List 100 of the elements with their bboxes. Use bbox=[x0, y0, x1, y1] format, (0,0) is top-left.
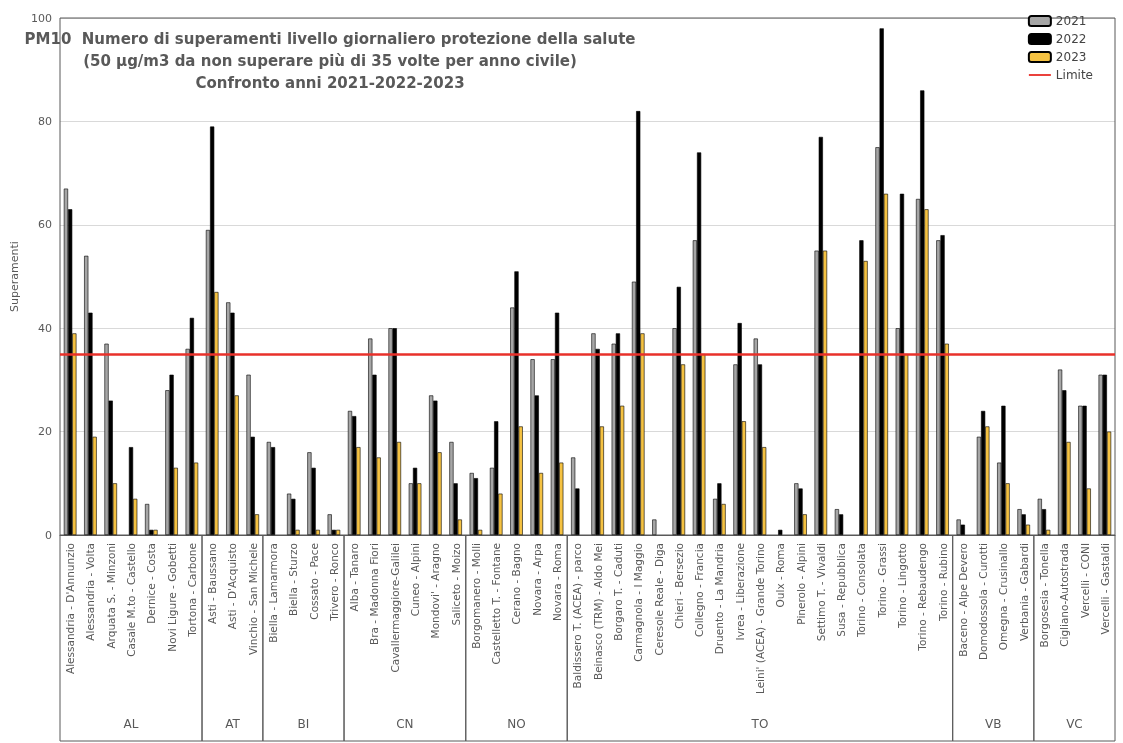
text: VB bbox=[985, 717, 1002, 731]
text: TO bbox=[750, 717, 769, 731]
x-tick-label: Vercelli - CONI bbox=[1078, 543, 1091, 618]
bar bbox=[1078, 405, 1083, 535]
bar bbox=[899, 193, 905, 535]
bar bbox=[1001, 405, 1006, 535]
x-tick-label: Novi Ligure - Gobetti bbox=[165, 543, 178, 652]
bar bbox=[554, 312, 560, 535]
text: NO bbox=[507, 717, 526, 731]
x-tick-label: Oulx - Roma bbox=[774, 543, 787, 608]
legend-label: 2023 bbox=[1055, 50, 1087, 64]
bar bbox=[287, 493, 292, 535]
bar bbox=[1082, 405, 1087, 535]
bar bbox=[1057, 369, 1063, 535]
bar bbox=[226, 302, 231, 535]
x-tick-label: Beinasco (TRM) - Aldo Mei bbox=[591, 543, 604, 681]
legend-label: Limite bbox=[1055, 68, 1094, 82]
bar bbox=[63, 188, 69, 535]
legend-label: 2021 bbox=[1055, 14, 1087, 28]
bar bbox=[392, 328, 397, 535]
x-tick-label: Settimo T. - Vivaldi bbox=[814, 543, 827, 642]
text: VC bbox=[1066, 717, 1083, 731]
x-tick-label: Cerano - Bagno bbox=[510, 543, 523, 625]
bar bbox=[753, 338, 758, 535]
y-tick-label: 40 bbox=[38, 321, 52, 335]
bar bbox=[1037, 498, 1042, 535]
bar bbox=[514, 271, 519, 535]
x-tick-label: Susa - Repubblica bbox=[835, 543, 848, 637]
bar bbox=[920, 90, 925, 535]
x-tick-label: Ceresole Reale - Diga bbox=[652, 543, 665, 656]
bar bbox=[940, 235, 945, 535]
bar bbox=[818, 136, 823, 535]
x-tick-label: Trivero - Ronco bbox=[327, 543, 340, 622]
bar bbox=[1017, 509, 1022, 535]
x-tick-label: Biella - Lamarmora bbox=[267, 543, 280, 643]
bar bbox=[327, 514, 332, 535]
bar bbox=[530, 359, 535, 535]
x-tick-label: Torino - Lingotto bbox=[895, 543, 908, 629]
x-tick-label: Castelletto T. - Fontane bbox=[490, 543, 503, 665]
x-tick-label: Cossato - Pace bbox=[307, 543, 320, 620]
bar bbox=[84, 255, 89, 535]
y-tick-label: 20 bbox=[38, 425, 52, 439]
bar bbox=[335, 529, 341, 535]
bar bbox=[676, 286, 681, 535]
text: (50 µg/m3 da non superare più di 35 volte per anno civile) Confronto anni 2021-2022-2023 bbox=[83, 52, 577, 92]
bar bbox=[778, 529, 783, 535]
bar bbox=[266, 441, 271, 535]
text: AL bbox=[123, 717, 139, 731]
x-tick-label: Cigliano-Autostrada bbox=[1058, 543, 1071, 647]
bar bbox=[128, 447, 134, 535]
bar bbox=[794, 483, 799, 535]
x-tick-label: Torino - Grassi bbox=[875, 543, 888, 619]
y-tick-label: 60 bbox=[38, 218, 52, 232]
x-tick-label: Vinchio - San Michele bbox=[246, 543, 259, 656]
bar bbox=[834, 509, 840, 535]
bar bbox=[210, 126, 215, 535]
x-tick-label: Borgosesia - Tonella bbox=[1037, 543, 1050, 648]
x-tick-label: Torino - Rebaudengo bbox=[916, 543, 929, 652]
legend-label: 2022 bbox=[1055, 32, 1087, 46]
x-tick-label: Mondovi' - Aragno bbox=[429, 543, 442, 639]
x-tick-label: Saliceto - Moizo bbox=[449, 543, 462, 626]
x-tick-label: Cavallermaggiore-Galilei bbox=[388, 543, 401, 673]
x-tick-label: Cuneo - Alpini bbox=[409, 543, 422, 617]
y-tick-label: 0 bbox=[45, 528, 52, 542]
x-tick-label: Collegno - Francia bbox=[693, 543, 706, 638]
y-tick-label: 100 bbox=[31, 11, 52, 25]
bar bbox=[368, 338, 373, 535]
x-tick-label: Casale M.to - Castello bbox=[125, 543, 138, 657]
bar bbox=[571, 457, 576, 535]
bar bbox=[153, 529, 158, 535]
x-tick-label: Ivrea - Liberazione bbox=[733, 543, 746, 641]
x-tick-label: Torino - Rubino bbox=[936, 543, 949, 622]
x-tick-label: Omegna - Crusinallo bbox=[997, 543, 1010, 651]
bar bbox=[169, 374, 174, 535]
bar bbox=[859, 240, 864, 535]
bar bbox=[347, 410, 353, 535]
x-tick-label: Torino - Consolata bbox=[855, 543, 868, 639]
bar bbox=[879, 28, 884, 535]
bar bbox=[307, 452, 312, 535]
x-tick-label: Novara - Arpa bbox=[530, 543, 543, 616]
bar bbox=[956, 519, 961, 535]
bar bbox=[412, 467, 418, 535]
bar bbox=[388, 328, 393, 535]
x-tick-label: Tortona - Carbone bbox=[185, 543, 198, 638]
x-tick-label: Vercelli - Gastaldi bbox=[1098, 543, 1111, 635]
bar bbox=[652, 519, 657, 535]
x-tick-label: Asti - D'Acquisto bbox=[226, 543, 239, 630]
bar bbox=[145, 503, 150, 535]
x-tick-label: Domodossola - Curotti bbox=[977, 543, 990, 661]
bar bbox=[104, 343, 109, 535]
bar bbox=[1102, 374, 1107, 535]
x-tick-label: Leini' (ACEA) - Grande Torino bbox=[753, 543, 766, 695]
bar bbox=[429, 395, 434, 535]
x-tick-label: Dernice - Costa bbox=[145, 543, 158, 624]
bar bbox=[469, 472, 474, 535]
x-tick-label: Pinerolo - Alpini bbox=[794, 543, 807, 625]
text: CN bbox=[396, 717, 414, 731]
x-tick-label: Borgaro T. - Caduti bbox=[611, 543, 624, 641]
x-tick-label: Baceno - Alpe Devero bbox=[956, 543, 969, 657]
x-tick-label: Carmagnola - I Maggio bbox=[632, 543, 645, 662]
